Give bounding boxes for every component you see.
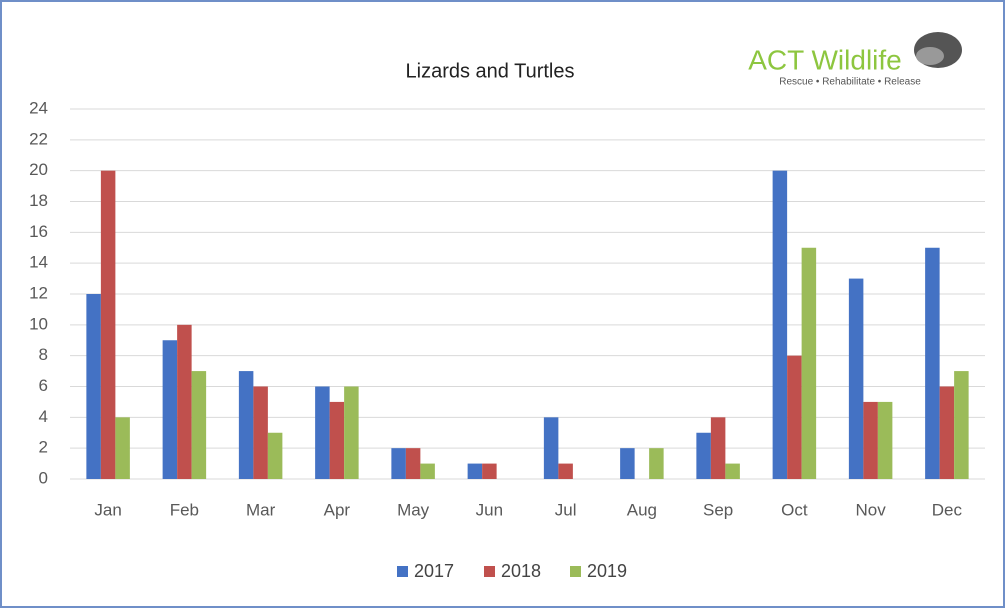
x-tick-label: Aug [627,500,657,519]
bar [191,371,207,479]
logo-icon [914,32,962,68]
y-tick-label: 6 [39,376,48,395]
bar [801,247,817,479]
x-tick-label: Oct [781,500,808,519]
bar [115,417,130,479]
bar [543,417,559,479]
bar [863,401,878,479]
bar [86,294,101,479]
legend-label: 2019 [587,561,627,581]
y-tick-label: 10 [29,314,48,333]
x-tick-label: Jan [94,500,121,519]
x-tick-label: Feb [170,500,199,519]
y-tick-label: 22 [29,129,48,148]
logo-tagline: Rescue • Rehabilitate • Release [779,77,921,88]
bar [344,386,359,479]
y-tick-label: 0 [39,468,48,487]
bar [177,324,192,479]
bar [649,448,664,479]
chart-title: Lizards and Turtles [406,60,575,82]
y-tick-label: 4 [39,407,48,426]
x-tick-label: Sep [703,500,733,519]
x-tick-label: Jun [476,500,503,519]
bar [787,355,802,479]
bar [696,432,711,479]
y-tick-label: 8 [39,345,48,364]
bar [954,371,969,479]
bar [405,448,421,479]
x-tick-label: Nov [856,500,887,519]
bar [238,371,254,479]
bar [925,247,940,479]
bar [482,463,497,479]
bar [391,448,406,479]
x-tick-label: May [397,500,430,519]
bar [329,401,345,479]
x-tick-label: Mar [246,500,276,519]
bar [725,463,740,479]
x-tick-label: Apr [324,500,351,519]
legend-swatch [484,566,495,577]
bar [162,340,178,479]
y-tick-label: 18 [29,191,48,210]
bar [939,386,955,479]
y-tick-label: 20 [29,160,48,179]
y-tick-label: 2 [39,438,48,457]
x-tick-label: Jul [555,500,577,519]
bar [267,432,283,479]
legend-label: 2017 [414,561,454,581]
x-tick-label: Dec [932,500,963,519]
y-tick-label: 12 [29,283,48,302]
y-tick-label: 14 [29,253,48,272]
y-tick-label: 16 [29,222,48,241]
bar [253,386,268,479]
y-tick-label: 24 [29,98,48,117]
bar [467,463,483,479]
legend-swatch [397,566,408,577]
bar [420,463,435,479]
bar [848,278,864,479]
legend-label: 2018 [501,561,541,581]
bar [315,386,330,479]
bar [710,417,726,479]
bar [877,401,893,479]
bar [558,463,573,479]
logo-name: ACT Wildlife [748,44,902,75]
bar [772,170,788,479]
bar [100,170,116,479]
bar [620,448,635,479]
legend-swatch [570,566,581,577]
